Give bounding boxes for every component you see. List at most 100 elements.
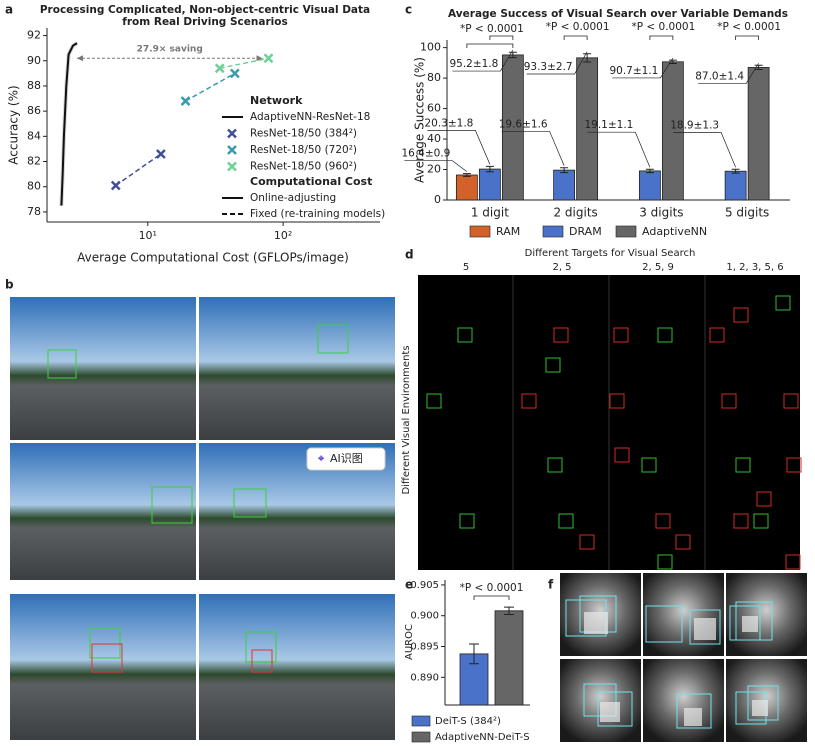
ai-button[interactable]: ⌖ AI识图 xyxy=(306,447,386,471)
y-tick-label: 0.895 xyxy=(410,642,439,653)
y-tick-label: 100 xyxy=(420,41,441,54)
significance-bracket xyxy=(563,35,588,40)
legend-label: Fixed (re-training models) xyxy=(250,208,385,220)
x-tick-label: 10² xyxy=(274,229,292,242)
error-bar xyxy=(485,165,494,173)
value-label: 19.6±1.6 xyxy=(499,118,548,130)
chart-title: Processing Complicated, Non-object-centr… xyxy=(40,4,370,16)
legend-marker xyxy=(227,161,237,172)
legend-swatch xyxy=(469,225,491,238)
point xyxy=(110,180,121,191)
legend-label: Online-adjusting xyxy=(250,192,336,204)
leader xyxy=(404,160,468,172)
legend-heading: Computational Cost xyxy=(250,175,372,188)
bar xyxy=(553,169,576,201)
column-label: 2, 5 xyxy=(552,262,571,273)
leader xyxy=(587,131,651,168)
annotation: *P < 0.0001 xyxy=(717,21,781,33)
point xyxy=(214,63,225,74)
svg-text:⌖: ⌖ xyxy=(317,452,325,465)
leader xyxy=(698,63,759,84)
error-bar xyxy=(754,64,763,71)
error-bar xyxy=(504,606,514,615)
series-line xyxy=(219,57,269,70)
panel-letter: a xyxy=(5,3,13,17)
panel-letter: d xyxy=(405,248,414,262)
bar xyxy=(747,67,770,201)
y-tick-label: 20 xyxy=(427,163,441,176)
point xyxy=(263,53,274,64)
point xyxy=(180,96,191,106)
error-bar xyxy=(668,59,677,64)
error-bar xyxy=(560,167,569,174)
error-bar xyxy=(469,643,479,665)
ai-button-label[interactable]: AI识图 xyxy=(330,452,363,465)
leader xyxy=(501,131,565,166)
y-tick-label: 80 xyxy=(27,180,41,193)
y-tick-label: 88 xyxy=(27,79,41,92)
series-line xyxy=(115,153,162,187)
significance-bracket xyxy=(473,595,510,600)
legend-swatch xyxy=(411,715,431,727)
y-axis-label: Average Success (%) xyxy=(413,57,427,183)
panel-letter: b xyxy=(5,278,14,292)
bar xyxy=(638,170,661,201)
legend-label: AdaptiveNN-DeiT-S xyxy=(435,732,530,743)
grid-title: Different Targets for Visual Search xyxy=(525,248,696,259)
legend-label: DRAM xyxy=(569,225,602,238)
leader xyxy=(612,57,674,79)
row-label: Different Visual Environments xyxy=(401,345,412,494)
y-tick-label: 84 xyxy=(27,129,41,142)
significance-bracket xyxy=(649,35,674,40)
point xyxy=(229,68,240,79)
value-label: 19.1±1.1 xyxy=(584,119,633,131)
annotation: *P < 0.0001 xyxy=(546,21,610,33)
error-bar xyxy=(462,173,471,177)
y-axis-label: AUROC xyxy=(404,624,415,660)
column-label: 1, 2, 3, 5, 6 xyxy=(726,262,783,273)
annotation: *P < 0.0001 xyxy=(460,582,524,594)
y-axis-label: Accuracy (%) xyxy=(7,85,21,164)
x-tick-label: 3 digits xyxy=(639,206,683,220)
value-label: 18.9±1.3 xyxy=(670,119,719,131)
leader xyxy=(526,51,588,75)
error-bar xyxy=(508,51,517,59)
value-label: 95.2±1.8 xyxy=(449,58,498,70)
series-line xyxy=(185,72,236,102)
bar xyxy=(724,170,747,201)
x-axis-label: Average Computational Cost (GFLOPs/image… xyxy=(77,251,349,265)
annotation: *P < 0.0001 xyxy=(631,21,695,33)
value-label: 87.0±1.4 xyxy=(695,71,744,83)
legend-label: ResNet-18/50 (960²) xyxy=(250,161,357,173)
search-grid xyxy=(418,275,802,570)
x-tick-label: 5 digits xyxy=(725,206,769,220)
xray-images xyxy=(560,573,807,742)
legend-swatch xyxy=(542,225,564,238)
legend-swatch xyxy=(615,225,637,238)
value-label: 16.4±0.9 xyxy=(401,148,450,160)
bar xyxy=(478,168,501,201)
significance-bracket xyxy=(466,43,514,48)
leader xyxy=(452,50,514,72)
y-tick-label: 0 xyxy=(434,193,441,206)
y-tick-label: 82 xyxy=(27,155,41,168)
y-tick-label: 86 xyxy=(27,104,41,117)
annotation: 27.9× saving xyxy=(137,45,203,55)
annotation: *P < 0.0001 xyxy=(460,23,524,35)
legend-swatch xyxy=(411,731,431,743)
legend-label: AdaptiveNN-ResNet-18 xyxy=(250,111,370,123)
x-tick-label: 2 digits xyxy=(553,206,597,220)
value-label: 90.7±1.1 xyxy=(609,65,658,77)
error-bar xyxy=(645,168,654,174)
y-tick-label: 0.890 xyxy=(410,672,439,683)
significance-bracket xyxy=(489,35,514,40)
legend-heading: Network xyxy=(250,94,303,107)
y-tick-label: 60 xyxy=(427,102,441,115)
value-label: 20.3±1.8 xyxy=(424,117,473,129)
legend-label: RAM xyxy=(496,225,520,238)
bar xyxy=(455,174,478,201)
driving-images xyxy=(10,297,395,740)
error-bar xyxy=(731,168,740,174)
leader xyxy=(673,132,736,168)
